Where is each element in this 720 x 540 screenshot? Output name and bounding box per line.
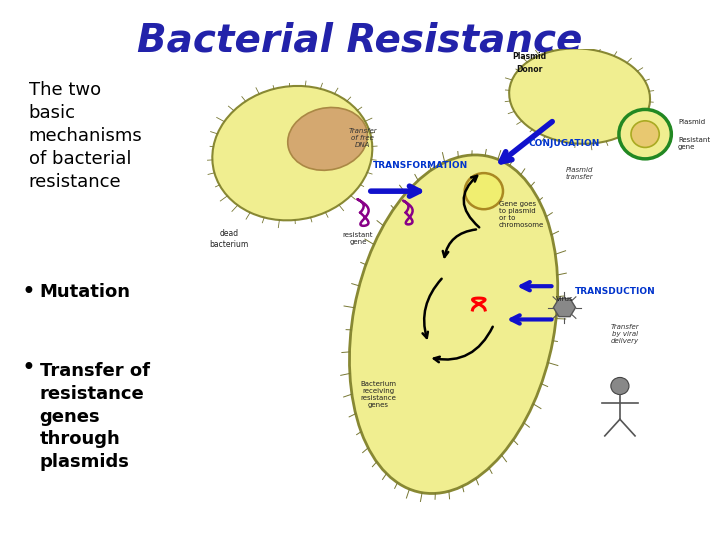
Text: Donor: Donor — [516, 65, 542, 74]
Text: Bacterial Resistance: Bacterial Resistance — [138, 22, 582, 59]
Polygon shape — [554, 299, 575, 316]
Circle shape — [611, 377, 629, 395]
Text: Virus: Virus — [556, 296, 573, 302]
Text: The two
basic
mechanisms
of bacterial
resistance: The two basic mechanisms of bacterial re… — [29, 81, 143, 191]
Text: •: • — [22, 280, 35, 303]
Text: TRANSFORMATION: TRANSFORMATION — [373, 161, 468, 170]
Text: dead
bacterium: dead bacterium — [210, 229, 249, 248]
Text: Plasmid
transfer: Plasmid transfer — [566, 167, 593, 180]
Text: Bacterium
receiving
resistance
genes: Bacterium receiving resistance genes — [360, 381, 396, 408]
Text: CONJUGATION: CONJUGATION — [528, 139, 600, 148]
Text: Resistant
gene: Resistant gene — [678, 137, 710, 150]
Ellipse shape — [288, 107, 367, 170]
Ellipse shape — [212, 86, 372, 220]
Circle shape — [464, 173, 503, 209]
Text: Transfer
of free
DNA: Transfer of free DNA — [348, 129, 377, 148]
Text: Mutation: Mutation — [40, 282, 130, 301]
Circle shape — [619, 110, 671, 159]
Ellipse shape — [509, 49, 650, 144]
Text: Gene goes
to plasmid
or to
chromosome: Gene goes to plasmid or to chromosome — [499, 201, 544, 228]
Text: TRANSDUCTION: TRANSDUCTION — [575, 287, 655, 296]
Ellipse shape — [349, 155, 558, 494]
Text: Transfer
by viral
delivery: Transfer by viral delivery — [611, 324, 639, 344]
Text: •: • — [22, 356, 35, 380]
Text: Transfer of
resistance
genes
through
plasmids: Transfer of resistance genes through pla… — [40, 362, 150, 471]
Text: Plasmid: Plasmid — [678, 119, 705, 125]
Text: Plasmid: Plasmid — [512, 52, 546, 62]
Circle shape — [631, 121, 660, 147]
Text: resistant
gene: resistant gene — [343, 232, 373, 245]
